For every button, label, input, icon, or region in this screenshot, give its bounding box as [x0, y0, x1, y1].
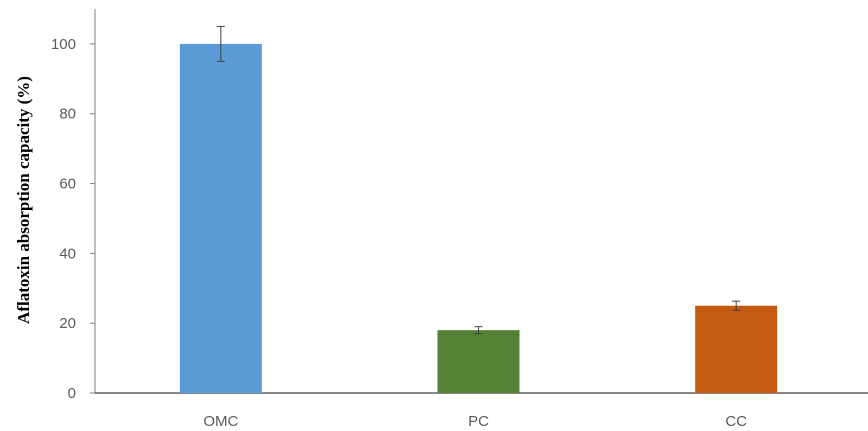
error-bar-omc	[216, 25, 225, 62]
y-axis-title: Aflatoxin absorption capacity (%)	[14, 76, 33, 324]
y-axis: 0 20 40 60 80 100	[51, 9, 96, 402]
x-tick-label: CC	[725, 413, 747, 430]
x-tick-label: OMC	[203, 413, 238, 430]
bars	[179, 43, 778, 394]
bar-pc	[437, 330, 520, 393]
category-labels: OMC PC CC	[203, 413, 747, 430]
y-tick-label: 0	[68, 385, 76, 402]
x-tick-label: PC	[468, 413, 489, 430]
y-tick-label: 100	[51, 36, 76, 53]
y-tick-label: 80	[59, 106, 76, 123]
error-bar-pc	[474, 326, 483, 335]
bar-omc	[179, 43, 262, 394]
bar-cc	[695, 305, 778, 393]
y-tick-label: 40	[59, 245, 76, 262]
error-bars	[216, 25, 741, 335]
error-bar-cc	[732, 300, 741, 311]
y-tick-label: 20	[59, 315, 76, 332]
y-tick-label: 60	[59, 176, 76, 193]
